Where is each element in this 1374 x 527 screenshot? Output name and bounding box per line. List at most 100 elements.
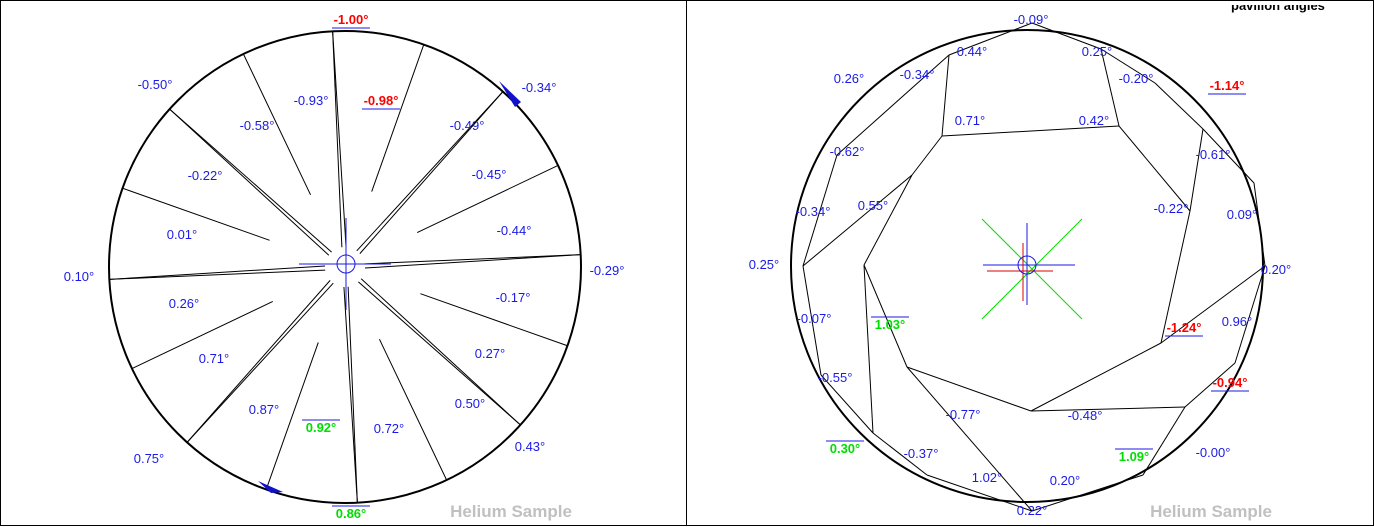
facet-line [911,135,943,176]
angle-label: 1.09° [1119,449,1150,464]
facet-line [131,300,274,370]
angle-label: 0.20° [1261,262,1292,277]
angle-label: 0.71° [955,113,986,128]
angle-label: 0.96° [1222,314,1253,329]
angle-label: 0.50° [455,396,486,411]
angle-label: 0.26° [169,296,200,311]
facet-line [1154,82,1204,130]
facet-line [332,31,347,248]
watermark: Helium Sample [450,502,572,521]
facet-line [941,125,1120,137]
center-marker [336,254,356,274]
facet-line [364,254,581,265]
facet-line [1189,128,1204,212]
girdle-outline [790,29,1264,503]
angle-label: -0.45° [472,167,507,182]
facet-line [242,53,312,196]
center-marker [1017,255,1037,275]
tilt-line [981,218,1083,320]
angle-label: 1.02° [972,470,1003,485]
facet-line [926,474,1033,512]
facet-line [802,265,822,376]
angle-label: 0.26° [834,71,865,86]
crown-diagram: -0.09° 0.44° 0.25° 0.26° -0.34° -0.20° -1.14° 0… [749,12,1292,521]
facet-line [359,91,504,254]
angle-label: 0.55° [858,198,889,213]
angle-label: 0.92° [306,420,337,435]
facet-line [360,278,521,426]
angle-label: 0.72° [374,421,405,436]
pavilion-diagram: -1.00° -0.50° -0.93° -0.98° -0.34° -0.58° -0.4… [64,12,625,521]
angle-label: -0.44° [497,223,532,238]
angle-label: -0.77° [946,407,981,422]
facet-line [1030,342,1162,412]
angle-label: -0.34° [900,67,935,82]
angle-label: 0.09° [1227,207,1258,222]
facet-line [169,108,332,253]
facet-line [122,187,270,241]
facet-line [906,366,1033,512]
facet-line [872,432,928,476]
angle-label: -1.14° [1210,78,1245,93]
angle-label: -0.07° [797,311,832,326]
facet-line [948,22,1033,56]
angle-label: -0.98° [364,93,399,108]
angle-label: -0.55° [818,370,853,385]
angle-label: -0.48° [1068,408,1103,423]
facet-line [169,108,330,256]
facet-line [863,174,913,266]
angle-label: -0.22° [188,168,223,183]
angle-label: 0.25° [1082,44,1113,59]
facet-line [1234,265,1266,364]
angle-label: 1.03° [875,317,906,332]
angle-label: -0.34° [522,80,557,95]
facet-line [332,31,343,248]
girdle-outline [108,30,582,504]
facet-line [347,286,358,503]
facet-line [802,154,838,267]
facet-line [371,44,425,192]
facet-line [109,269,326,280]
facet-line [863,264,874,434]
angle-label: 0.43° [515,439,546,454]
angle-label: -0.94° [1213,375,1248,390]
facet-line [1202,128,1255,184]
facet-line [1118,125,1191,212]
facet-line [186,280,331,443]
angle-label: -0.37° [904,446,939,461]
facet-line [109,265,326,280]
watermark: Helium Sample [1150,502,1272,521]
facet-line [1100,48,1120,127]
angle-label: -0.29° [590,263,625,278]
angle-label: -0.17° [496,290,531,305]
pavilion-diagram-panel: -1.00° -0.50° -0.93° -0.98° -0.34° -0.58° -0.4… [0,0,687,526]
facet-line [820,374,874,434]
crown-diagram-panel: -0.09° 0.44° 0.25° 0.26° -0.34° -0.20° -1.14° 0… [686,0,1374,526]
facet-line [265,342,319,490]
angle-label: 0.27° [475,346,506,361]
angle-label: 0.01° [167,227,198,242]
angle-label: 0.44° [957,44,988,59]
marker-blob [499,81,521,107]
angle-label: 0.71° [199,351,230,366]
angle-label: 0.30° [830,441,861,456]
angle-label: 0.75° [134,451,165,466]
angle-label: -0.09° [1014,12,1049,27]
header-title: pavilion angles [1231,0,1325,13]
facet-line [1160,265,1266,344]
facet-line [1142,406,1186,476]
angle-label: -0.00° [1196,445,1231,460]
facet-line [941,54,950,137]
facet-line [1184,362,1236,408]
angle-label: 0.86° [336,506,367,521]
angle-label: -1.00° [334,12,369,27]
angle-label: 0.22° [1017,503,1048,518]
angle-label: 0.25° [749,257,780,272]
angle-label: -0.49° [450,118,485,133]
facet-line [906,366,1032,412]
facet-line [1253,182,1266,267]
angle-label: -0.58° [240,118,275,133]
facet-line [420,293,568,347]
angle-label: 0.10° [64,269,95,284]
angle-label: 0.42° [1079,113,1110,128]
